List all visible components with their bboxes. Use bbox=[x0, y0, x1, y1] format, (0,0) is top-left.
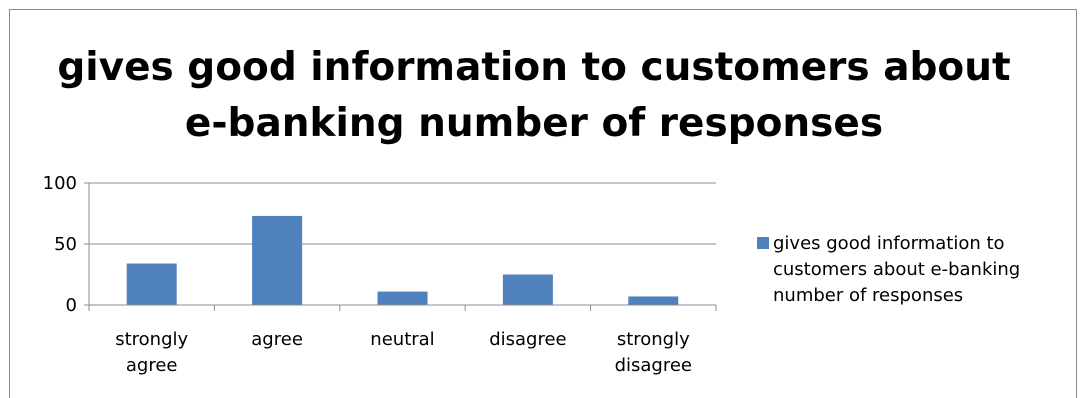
bar bbox=[252, 215, 303, 305]
legend-swatch bbox=[757, 237, 769, 249]
x-tick-label: disagree bbox=[489, 329, 566, 350]
y-tick-label: 0 bbox=[66, 295, 77, 316]
chart-frame bbox=[9, 9, 1077, 398]
x-tick-label: strongly disagree bbox=[615, 329, 692, 376]
x-tick-label: agree bbox=[251, 329, 303, 350]
x-tick-label: neutral bbox=[370, 329, 434, 350]
chart-title-line-1: gives good information to customers abou… bbox=[57, 45, 1011, 90]
y-tick-label: 100 bbox=[43, 173, 77, 194]
x-tick-label: strongly agree bbox=[115, 329, 188, 376]
y-tick-label: 50 bbox=[54, 234, 77, 255]
chart-title-line-2: e-banking number of responses bbox=[184, 101, 884, 146]
legend-label: gives good information to customers abou… bbox=[773, 233, 1021, 306]
bar bbox=[377, 291, 428, 305]
bar bbox=[126, 263, 177, 305]
bar bbox=[628, 296, 679, 305]
bar bbox=[502, 274, 553, 305]
chart-title: gives good information to customers abou… bbox=[0, 40, 1068, 152]
